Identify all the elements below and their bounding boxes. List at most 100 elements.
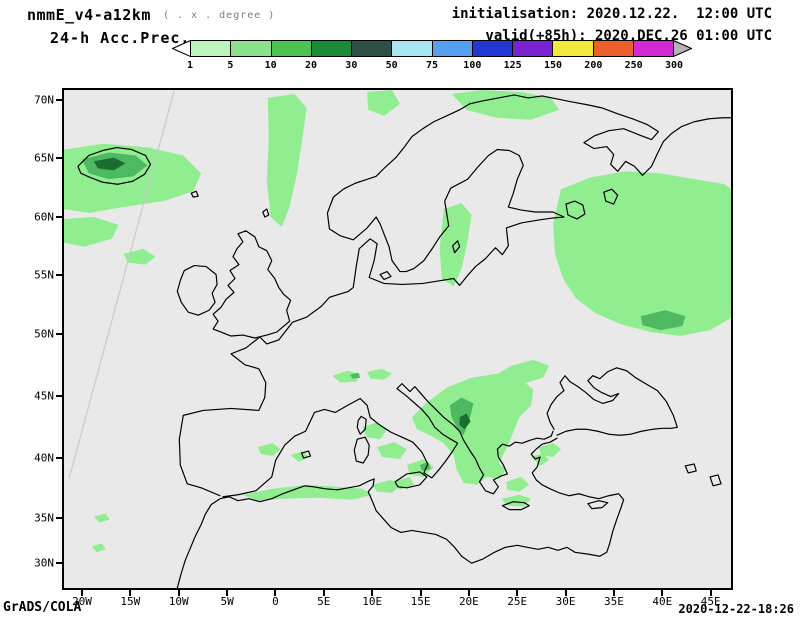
x-axis-tick: [467, 590, 470, 596]
coastline-faroe: [190, 190, 199, 198]
domain-edge-line: [68, 90, 175, 480]
coastline-mallorca: [300, 450, 312, 459]
x-axis-tick: [419, 590, 422, 596]
coastlines-group: [77, 94, 731, 588]
coastline-gotland: [452, 240, 461, 254]
colorbar-segment: [310, 40, 352, 57]
x-axis-tick: [129, 590, 132, 596]
precipitation-overlay: [64, 90, 731, 553]
y-axis-label: 50N: [34, 327, 54, 341]
y-axis-tick: [56, 216, 62, 218]
y-axis-tick: [56, 274, 62, 276]
x-axis-label: 45E: [700, 595, 721, 608]
colorbar-segment: [190, 40, 232, 57]
initialisation-time: initialisation: 2020.12.22. 12:00 UTC: [451, 6, 772, 22]
x-axis-tick: [81, 590, 83, 596]
colorbar-tick-label: 300: [664, 60, 684, 71]
y-axis-tick: [56, 457, 62, 459]
x-axis-label: 10W: [168, 595, 189, 608]
colorbar-segment: [431, 40, 473, 57]
x-axis-label: 0: [272, 595, 279, 608]
x-axis-tick: [322, 590, 325, 596]
y-axis-tick: [56, 562, 62, 564]
colorbar-tick-label: 125: [503, 60, 522, 71]
x-axis-label: 20E: [458, 595, 479, 608]
y-axis-tick: [56, 157, 62, 159]
x-axis-tick: [709, 590, 712, 596]
colorbar-tick-label: 20: [304, 60, 318, 71]
x-axis-label: 35E: [604, 595, 624, 608]
y-axis-label: 65N: [34, 151, 54, 165]
colorbar-tick-label: 10: [264, 60, 277, 71]
colorbar-segment: [270, 40, 312, 57]
colorbar-segment: [552, 40, 594, 57]
lake-urmia: [709, 474, 722, 487]
x-axis-tick: [564, 590, 567, 596]
colorbar-segment: [351, 40, 393, 57]
coastline-sicily: [394, 471, 428, 489]
y-axis-label: 35N: [34, 511, 54, 525]
x-axis-tick: [661, 590, 664, 596]
coastline-shetland: [262, 208, 270, 218]
precip-light-patches: [64, 90, 731, 553]
colorbar-tick-label: 5: [227, 60, 234, 71]
colorbar-segment: [230, 40, 272, 57]
y-axis-label: 55N: [34, 268, 54, 282]
coastline-atlantic-scandinavia: [178, 94, 731, 497]
x-axis-tick: [612, 590, 615, 596]
y-axis-label: 70N: [34, 93, 54, 107]
coastline-blacksea: [546, 367, 678, 436]
y-axis-tick: [56, 395, 62, 397]
colorbar-tick-label: 30: [345, 60, 358, 71]
y-axis-tick: [56, 333, 62, 335]
colorbar-segment: [592, 40, 634, 57]
map-frame: [62, 88, 733, 590]
colorbar-boxes: [190, 40, 674, 57]
product-title: 24-h Acc.Prec.: [50, 29, 191, 47]
colorbar-segment: [632, 40, 674, 57]
coastline-ireland: [176, 264, 218, 316]
x-axis-label: 5E: [317, 595, 331, 608]
colorbar-segment: [471, 40, 513, 57]
colorbar-segment: [512, 40, 554, 57]
colorbar-tick-label: 1: [186, 60, 194, 71]
x-axis-label: 15W: [120, 595, 141, 608]
coastline-great-britain: [212, 230, 292, 339]
y-axis-tick: [56, 99, 62, 101]
coastline-sardinia: [353, 436, 370, 464]
y-axis-label: 60N: [34, 210, 54, 224]
x-axis-label: 25E: [507, 595, 528, 608]
coastline-mediterranean-north: [222, 383, 554, 498]
x-axis-tick: [516, 590, 519, 596]
lake-ladoga: [565, 200, 586, 220]
colorbar-segment: [391, 40, 433, 57]
colorbar-over-arrow: [673, 40, 692, 57]
colorbar-tick-label: 200: [584, 60, 603, 71]
y-axis-tick: [56, 517, 62, 519]
x-axis-tick: [274, 590, 277, 596]
grads-credit: GrADS/COLA: [3, 600, 82, 615]
colorbar-under-arrow: [172, 40, 191, 57]
europe-map: [64, 90, 731, 588]
colorbar-tick-label: 50: [385, 60, 398, 71]
coastline-iceland: [77, 146, 152, 185]
colorbar-tick-label: 75: [425, 60, 439, 71]
coastline-crete: [501, 501, 530, 511]
colorbar-legend: 1 5 10 20 30 50 75 100 125 150 200 250 300: [172, 40, 692, 74]
x-axis-label: 10E: [362, 595, 383, 608]
coastline-anatolia-africa: [176, 437, 625, 588]
grid-resolution-note: ( . x . degree ): [163, 10, 276, 21]
y-axis-label: 40N: [34, 451, 54, 465]
colorbar-tick-label: 100: [463, 60, 482, 71]
coastline-corsica: [356, 415, 367, 435]
lake-van: [684, 463, 697, 474]
x-axis-tick: [177, 590, 180, 596]
x-axis-label: 15E: [410, 595, 431, 608]
coastline-cyprus: [587, 500, 609, 510]
y-axis-label: 45N: [34, 389, 54, 403]
coastline-danish-islands: [379, 270, 392, 281]
colorbar-tick-label: 150: [543, 60, 563, 71]
creation-timestamp: 2020-12-22-18:26: [678, 602, 794, 616]
x-axis-label: 5W: [220, 595, 234, 608]
